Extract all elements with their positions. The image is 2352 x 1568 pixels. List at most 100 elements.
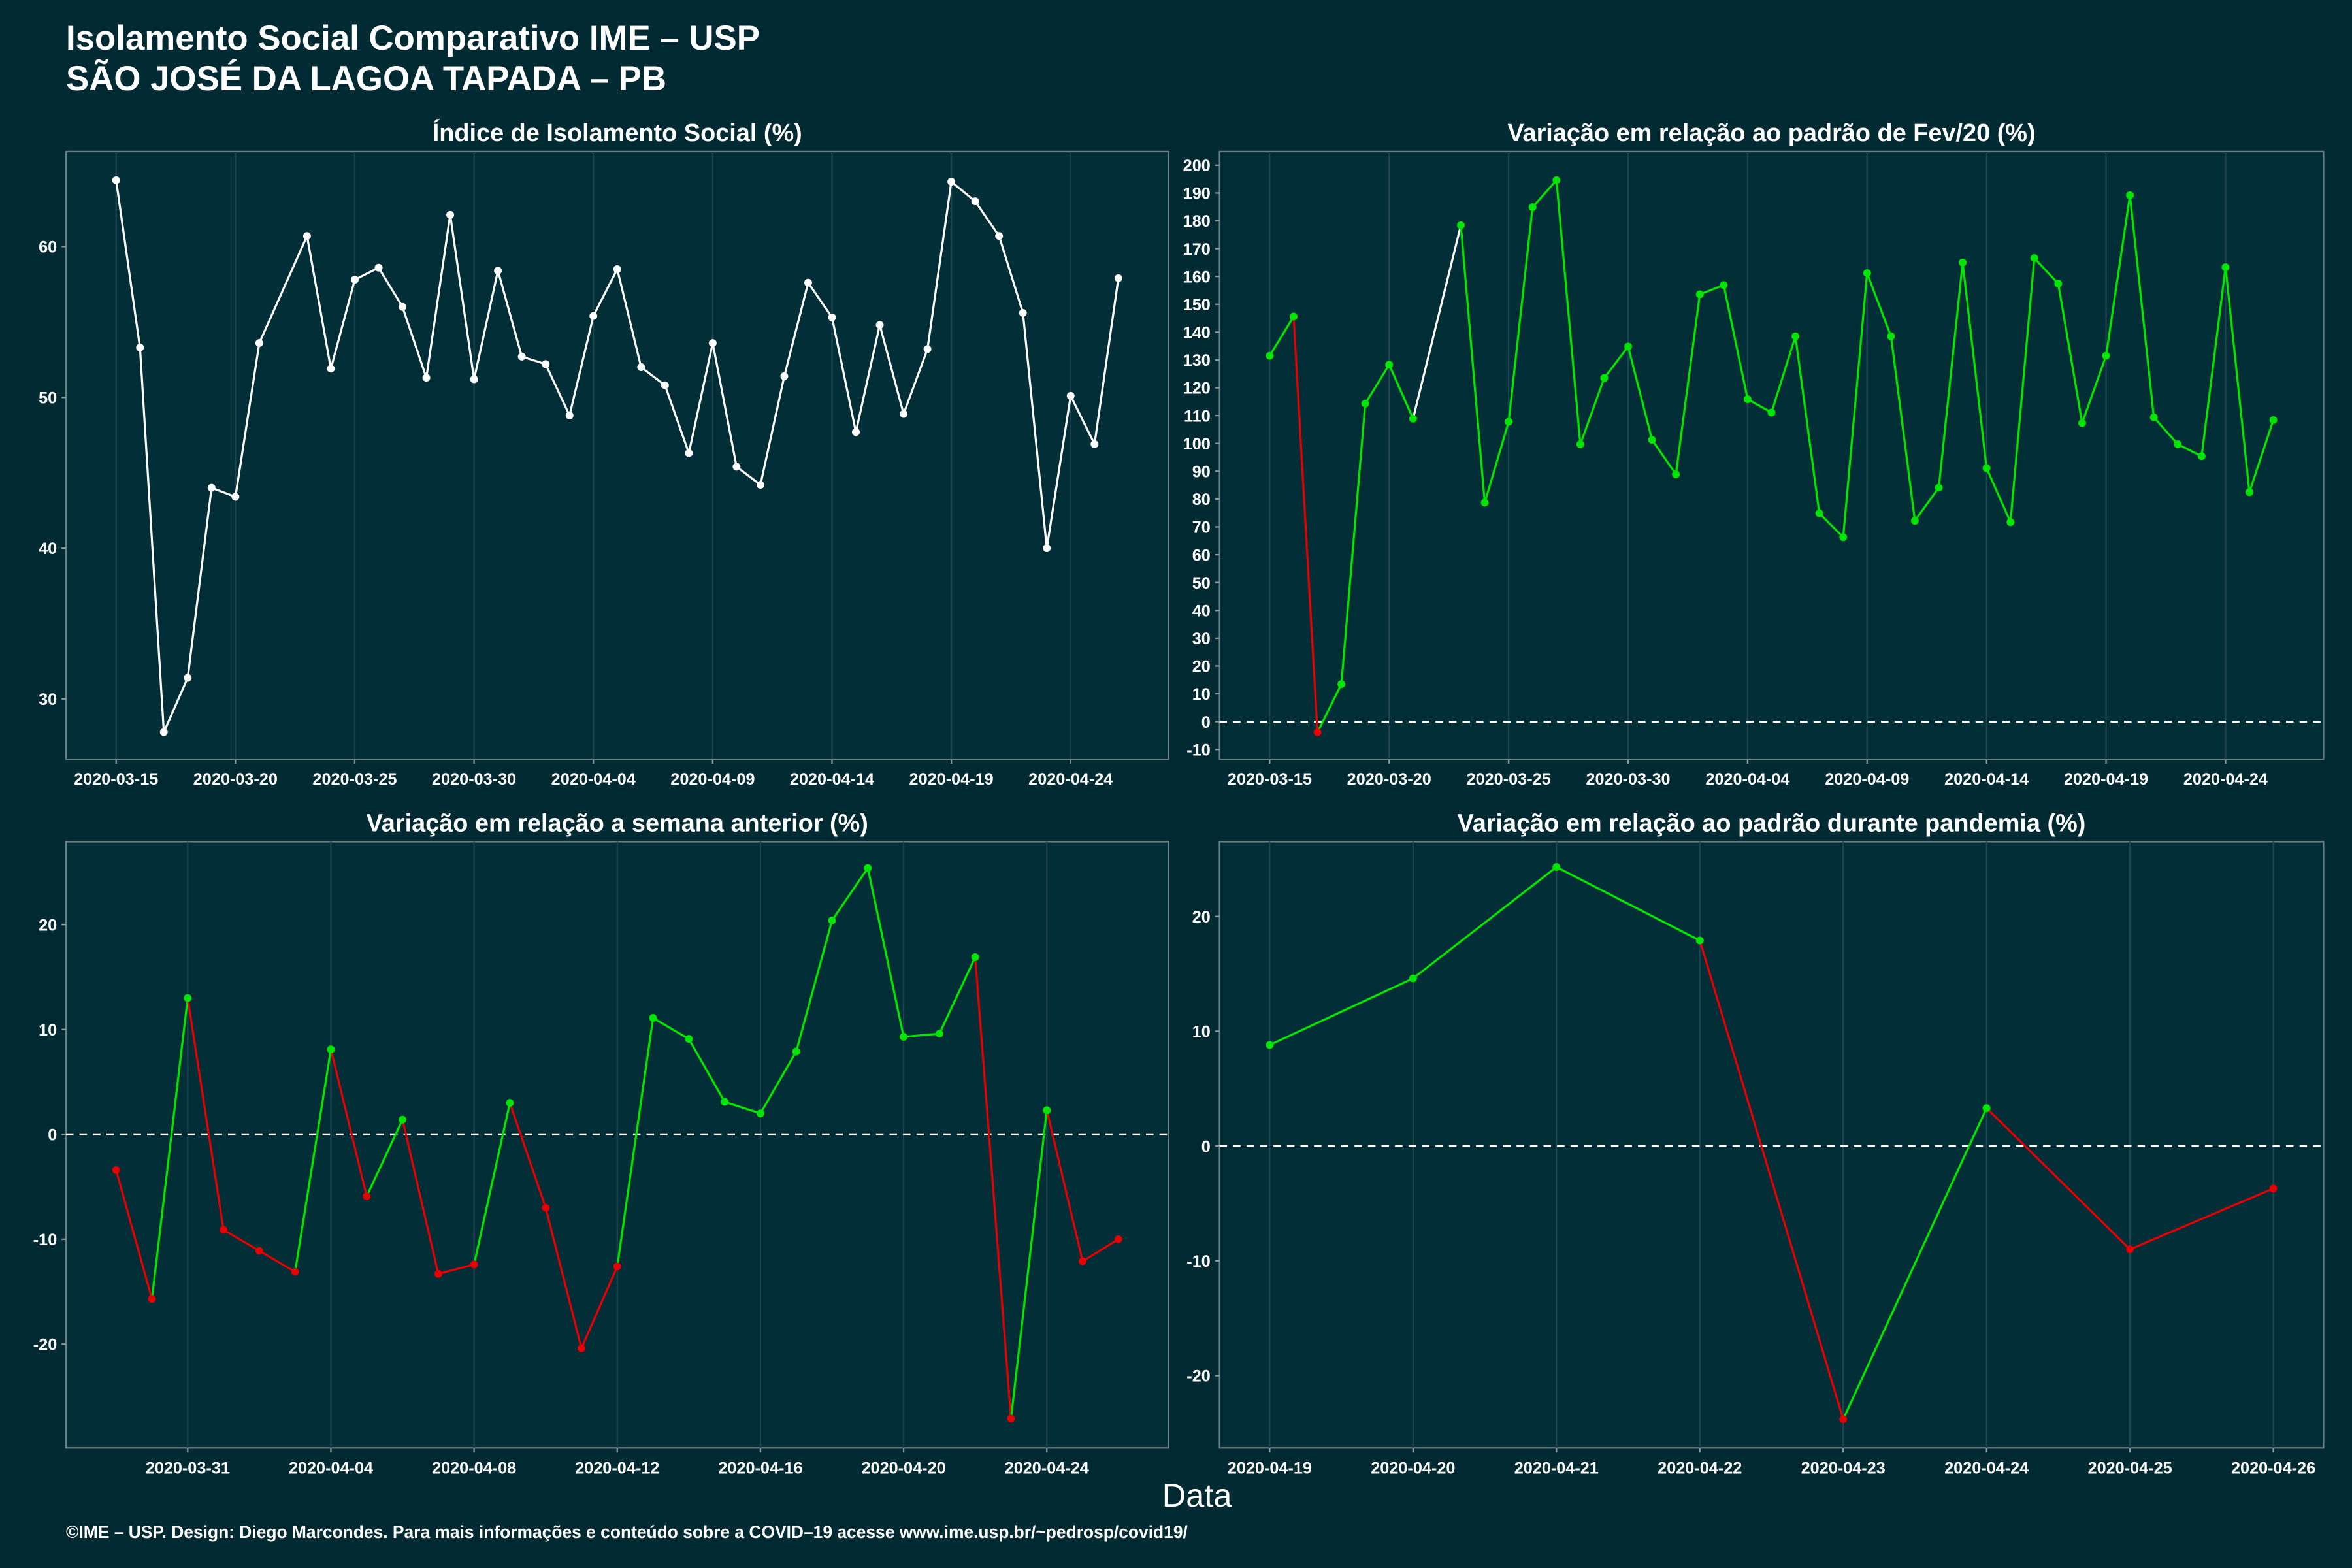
line-segment bbox=[306, 235, 333, 369]
y-tick-label: 10 bbox=[39, 1021, 57, 1039]
line-segment bbox=[1556, 866, 1701, 941]
line-segment bbox=[1722, 285, 1749, 400]
line-segment bbox=[1045, 1109, 1084, 1262]
point bbox=[136, 344, 144, 351]
x-tick-label: 2020-04-22 bbox=[1658, 1459, 1742, 1477]
line-segment bbox=[1794, 336, 1821, 514]
point bbox=[2126, 1245, 2134, 1254]
point bbox=[1480, 498, 1489, 507]
line-segment bbox=[186, 998, 225, 1230]
point bbox=[327, 365, 335, 373]
y-tick-label: 10 bbox=[1192, 685, 1211, 704]
line-segment bbox=[544, 363, 571, 416]
main-subtitle: SÃO JOSÉ DA LAGOA TAPADA – PB bbox=[66, 59, 666, 98]
point bbox=[721, 1098, 729, 1106]
y-tick-label: 40 bbox=[1192, 602, 1211, 620]
line-segment bbox=[234, 342, 261, 497]
point bbox=[2054, 280, 2063, 288]
point bbox=[374, 263, 383, 272]
point bbox=[2269, 416, 2278, 424]
point bbox=[255, 1247, 263, 1255]
line-segment bbox=[1555, 180, 1582, 445]
line-segment bbox=[711, 342, 738, 467]
line-segment bbox=[1009, 1110, 1048, 1419]
panel-title: Variação em relação ao padrão durante pa… bbox=[1458, 809, 2086, 837]
main-title: Isolamento Social Comparativo IME – USP bbox=[66, 19, 760, 57]
point bbox=[1815, 509, 1823, 517]
x-tick-label: 2020-03-20 bbox=[1347, 770, 1431, 789]
line-segment bbox=[1842, 272, 1869, 538]
y-tick-label: 90 bbox=[1192, 463, 1211, 481]
x-tick-label: 2020-04-26 bbox=[2231, 1459, 2315, 1477]
point bbox=[900, 1033, 908, 1041]
point bbox=[399, 302, 407, 311]
point bbox=[434, 1269, 442, 1278]
point bbox=[1337, 680, 1346, 689]
line-segment bbox=[2129, 195, 2155, 417]
y-tick-label: 50 bbox=[39, 389, 57, 407]
line-segment bbox=[150, 998, 189, 1299]
y-tick-label: 20 bbox=[39, 916, 57, 934]
line-segment bbox=[1699, 284, 1724, 295]
line-segment bbox=[938, 956, 977, 1034]
y-tick-label: 50 bbox=[1192, 574, 1211, 593]
point bbox=[1090, 440, 1099, 448]
line-segment bbox=[1651, 439, 1677, 475]
panel bbox=[1218, 841, 2325, 1449]
point bbox=[589, 312, 598, 320]
point bbox=[1313, 728, 1322, 736]
line-segment bbox=[1269, 316, 1295, 357]
point bbox=[2149, 413, 2158, 421]
line-segment bbox=[616, 1017, 655, 1267]
line-segment bbox=[1340, 403, 1367, 685]
point bbox=[1672, 470, 1680, 478]
x-tick-label: 2020-03-25 bbox=[312, 770, 397, 789]
point bbox=[112, 1166, 120, 1174]
point bbox=[875, 321, 884, 329]
line-segment bbox=[438, 1263, 475, 1275]
x-tick-label: 2020-03-25 bbox=[1467, 770, 1551, 789]
x-tick-label: 2020-04-09 bbox=[670, 770, 755, 789]
point bbox=[708, 339, 717, 348]
x-tick-label: 2020-04-04 bbox=[1705, 770, 1789, 789]
y-tick-label: 190 bbox=[1183, 185, 1211, 203]
x-tick-label: 2020-04-08 bbox=[432, 1459, 516, 1477]
line-segment bbox=[473, 270, 499, 380]
point bbox=[649, 1014, 657, 1022]
line-segment bbox=[2057, 283, 2083, 423]
x-tick-label: 2020-04-14 bbox=[790, 770, 874, 789]
y-tick-label: 140 bbox=[1183, 324, 1211, 342]
point bbox=[2246, 488, 2253, 497]
point bbox=[971, 953, 979, 961]
point bbox=[327, 1045, 335, 1054]
line-segment bbox=[2009, 257, 2036, 523]
y-tick-label: 160 bbox=[1183, 268, 1211, 286]
line-segment bbox=[223, 1228, 260, 1252]
point bbox=[1114, 274, 1122, 282]
point bbox=[1289, 312, 1298, 321]
panel-title: Variação em relação ao padrão de Fev/20 … bbox=[1507, 120, 2035, 147]
x-axis-label: Data bbox=[1162, 1477, 1233, 1514]
point bbox=[1576, 440, 1584, 448]
point bbox=[1266, 1041, 1274, 1049]
y-tick-label: 40 bbox=[39, 540, 57, 558]
line-segment bbox=[1674, 294, 1701, 475]
line-segment bbox=[1985, 1107, 2131, 1250]
x-tick-label: 2020-04-14 bbox=[1944, 770, 2029, 789]
x-tick-label: 2020-04-04 bbox=[289, 1459, 373, 1477]
line-segment bbox=[401, 306, 428, 378]
point bbox=[923, 345, 932, 353]
point bbox=[756, 1109, 764, 1118]
point bbox=[112, 176, 120, 184]
x-tick-label: 2020-04-24 bbox=[1028, 770, 1113, 789]
line-segment bbox=[1388, 364, 1414, 419]
point bbox=[852, 428, 860, 436]
point bbox=[828, 313, 836, 321]
point bbox=[1624, 342, 1632, 351]
point bbox=[159, 728, 168, 736]
point bbox=[792, 1047, 800, 1056]
point bbox=[1959, 258, 1967, 267]
point bbox=[1043, 544, 1051, 552]
point bbox=[1528, 203, 1537, 212]
